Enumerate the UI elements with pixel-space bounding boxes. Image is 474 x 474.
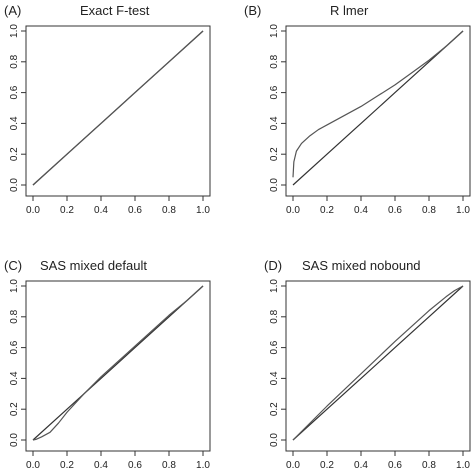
panel-b-x-tick-label: 1.0 [456,205,470,216]
panel-b-series-line-1 [292,30,464,186]
panel-d-series [292,285,464,441]
panel-a-y-tick-label: 0.8 [9,54,20,68]
panel-c-x-tick-label: 1.0 [196,460,210,471]
panel-a-x-tick-label: 1.0 [196,205,210,216]
panel-c-title: SAS mixed default [40,258,147,273]
panel-a-x-tick-label: 0.0 [26,205,40,216]
panel-c-letter: (C) [4,258,22,273]
panel-c-plot-frame [25,280,211,452]
panel-d-y-tick-label: 0.0 [269,433,280,447]
panel-b-title: R lmer [330,3,369,18]
panel-a-y-tick-label: 0.2 [9,147,20,161]
panel-c-y-tick-label: 0.2 [9,402,20,416]
panel-a-x-tick-label: 0.8 [162,205,176,216]
panel-d: (D) SAS mixed nobound 0.0 0.2 0.4 0.6 0.8 1.0… [264,258,471,471]
panel-c-y-tick-label: 0.8 [9,309,20,323]
panel-d-letter: (D) [264,258,282,273]
panel-c-x-tick-label: 0.2 [60,460,74,471]
panel-b-y-tick-label: 0.2 [269,147,280,161]
panel-c-series-line-2 [32,285,204,441]
panel-c-x-tick-label: 0.6 [128,460,142,471]
panel-b-y-tick-label: 0.0 [269,178,280,192]
panel-b-x-tick-label: 0.6 [388,205,402,216]
panel-d-y-tick-label: 0.6 [269,340,280,354]
panel-c-x-tick-label: 0.4 [94,460,108,471]
panel-a-series-line-2 [32,30,204,186]
panel-a-y-tick-label: 0.6 [9,85,20,99]
panel-a-series [32,30,204,186]
panel-d-y-tick-label: 0.4 [269,371,280,385]
panel-c: (C) SAS mixed default 0.0 0.2 0.4 0.6 0.8 1.0… [4,258,211,471]
panel-b: (B) R lmer 0.0 0.2 0.4 0.6 0.8 1.00.00.20.40.… [244,3,471,216]
panel-b-ticks: 0.0 0.2 0.4 0.6 0.8 1.0 0.0 0.2 0.4 0.6 0.8 1.0 [269,24,470,216]
panel-a-ticks: 0.0 0.2 0.4 0.6 0.8 1.0 0.0 0.2 0.4 0.6 0.8 1.0 [9,24,210,216]
panel-c-y-tick-label: 0.0 [9,433,20,447]
panel-d-series-line-1 [292,285,464,441]
panel-b-series-line-2 [292,30,464,178]
panel-c-series [32,285,204,441]
panel-b-series [292,30,464,186]
panel-a-x-tick-label: 0.6 [128,205,142,216]
panel-c-y-tick-label: 0.6 [9,340,20,354]
panel-a-title: Exact F-test [80,3,150,18]
panel-a-y-tick-label: 0.4 [9,116,20,130]
panel-b-y-tick-label: 0.6 [269,85,280,99]
panel-d-series-line-2 [292,285,464,441]
panel-d-x-tick-label: 0.6 [388,460,402,471]
panel-d-plot-frame [285,280,471,452]
panel-c-x-tick-label: 0.0 [26,460,40,471]
panel-a-plot-frame [25,25,211,197]
panel-a-letter: (A) [4,3,21,18]
panel-c-y-tick-label: 1.0 [9,279,20,293]
panel-a-x-tick-label: 0.4 [94,205,108,216]
panel-d-x-tick-label: 0.4 [354,460,368,471]
panel-a-x-tick-label: 0.2 [60,205,74,216]
panel-c-ticks: 0.0 0.2 0.4 0.6 0.8 1.0 0.0 0.2 0.4 0.6 0.8 1.0 [9,279,210,471]
panel-a-y-tick-label: 0.0 [9,178,20,192]
panel-b-plot-frame [285,25,471,197]
panel-c-y-tick-label: 0.4 [9,371,20,385]
panel-d-y-tick-label: 0.8 [269,309,280,323]
panel-d-x-tick-label: 1.0 [456,460,470,471]
panel-b-x-tick-label: 0.8 [422,205,436,216]
panel-d-x-tick-label: 0.2 [320,460,334,471]
panel-b-y-tick-label: 0.4 [269,116,280,130]
panel-d-ticks: 0.0 0.2 0.4 0.6 0.8 1.0 0.0 0.2 0.4 0.6 0.8 1.0 [269,279,470,471]
panel-b-letter: (B) [244,3,261,18]
panel-d-title: SAS mixed nobound [302,258,421,273]
panel-d-y-tick-label: 1.0 [269,279,280,293]
panel-d-x-tick-label: 0.0 [286,460,300,471]
panel-b-x-tick-label: 0.2 [320,205,334,216]
panel-a-y-tick-label: 1.0 [9,24,20,38]
panel-b-x-tick-label: 0.4 [354,205,368,216]
panel-b-x-tick-label: 0.0 [286,205,300,216]
panel-d-x-tick-label: 0.8 [422,460,436,471]
panel-c-series-line-1 [32,285,204,441]
panel-c-x-tick-label: 0.8 [162,460,176,471]
panel-b-y-tick-label: 1.0 [269,24,280,38]
panel-d-y-tick-label: 0.2 [269,402,280,416]
panel-a: (A) Exact F-test 0.0 0.2 0.4 0.6 0.8 1.00.00.… [4,3,211,216]
panel-b-y-tick-label: 0.8 [269,54,280,68]
